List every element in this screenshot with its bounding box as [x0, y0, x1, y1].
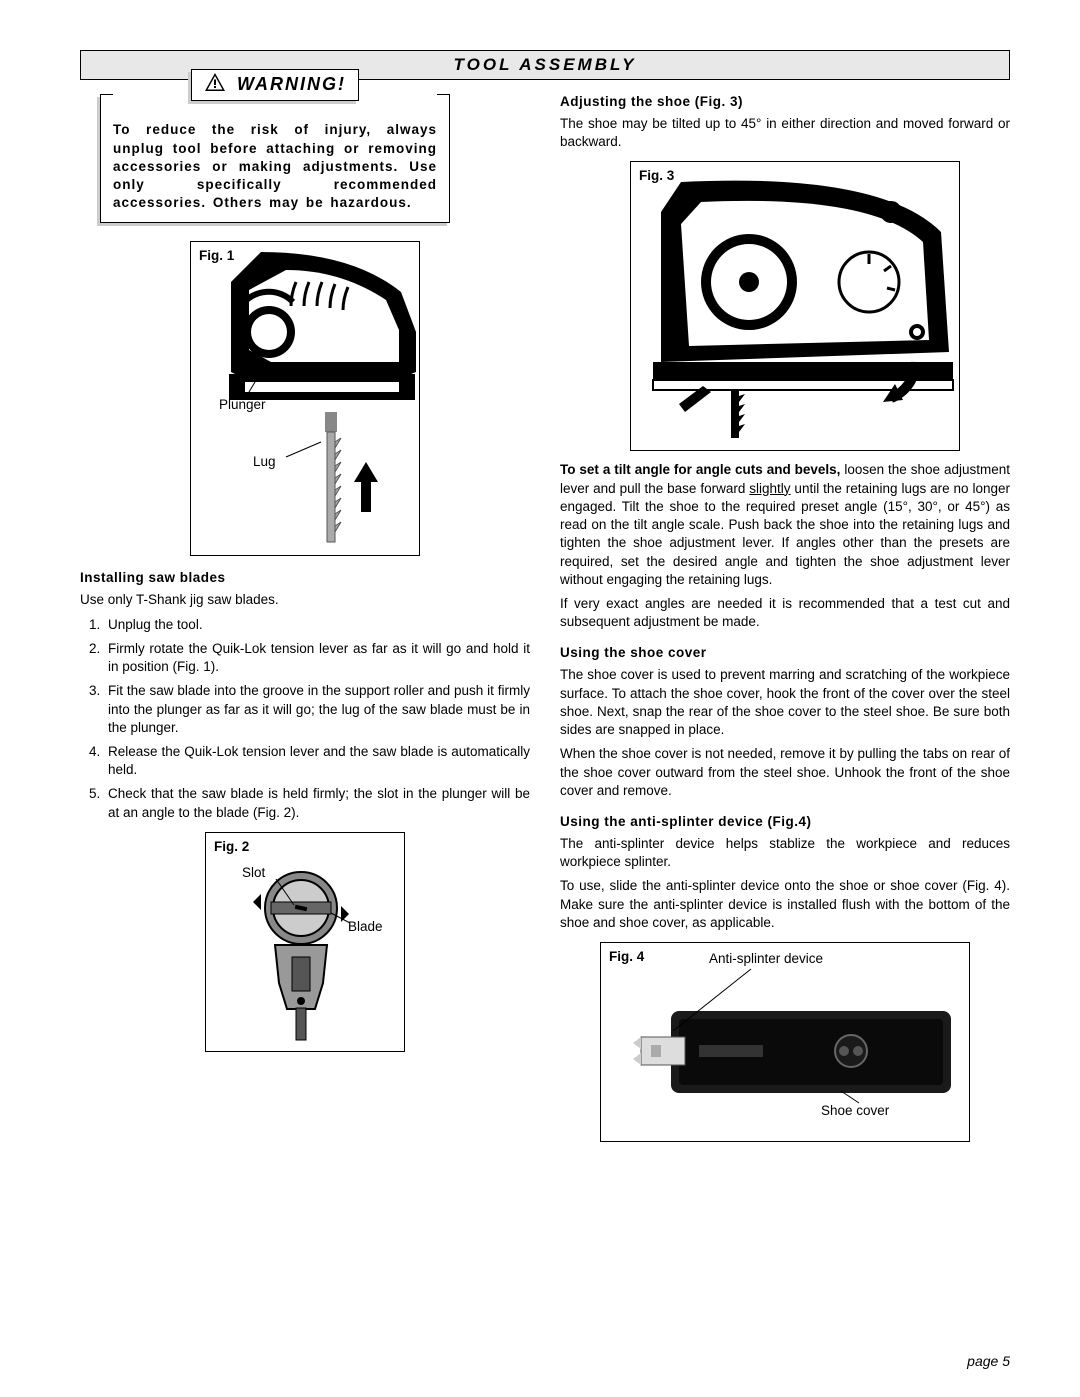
adjust-intro: The shoe may be tilted up to 45° in eith…: [560, 115, 1010, 151]
right-column: Adjusting the shoe (Fig. 3) The shoe may…: [560, 94, 1010, 1152]
step-2: Firmly rotate the Quik-Lok tension lever…: [104, 640, 530, 676]
adjust-heading: Adjusting the shoe (Fig. 3): [560, 94, 1010, 109]
cover-p2: When the shoe cover is not needed, remov…: [560, 745, 1010, 800]
warning-icon: [204, 72, 226, 98]
fig2-slot-label: Slot: [242, 865, 265, 880]
page-number: page 5: [967, 1353, 1010, 1369]
warning-box: WARNING! To reduce the risk of injury, a…: [100, 94, 450, 223]
tilt-note: If very exact angles are needed it is re…: [560, 595, 1010, 631]
tilt-lead: To set a tilt angle for angle cuts and b…: [560, 462, 840, 477]
fig1-lug-label: Lug: [253, 454, 276, 469]
step-3: Fit the saw blade into the groove in the…: [104, 682, 530, 737]
installing-intro: Use only T-Shank jig saw blades.: [80, 591, 530, 609]
fig2-blade-label: Blade: [348, 919, 383, 934]
tilt-paragraph: To set a tilt angle for angle cuts and b…: [560, 461, 1010, 589]
fig2-label: Fig. 2: [214, 839, 249, 854]
anti-heading: Using the anti-splinter device (Fig.4): [560, 814, 1010, 829]
cover-heading: Using the shoe cover: [560, 645, 1010, 660]
figure-2: Fig. 2: [205, 832, 405, 1052]
figure-1: Fig. 1: [190, 241, 420, 556]
anti-p1: The anti-splinter device helps stablize …: [560, 835, 1010, 871]
fig1-plunger-label: Plunger: [219, 397, 266, 412]
step-5: Check that the saw blade is held firmly;…: [104, 785, 530, 821]
step-1: Unplug the tool.: [104, 616, 530, 634]
figure-3: Fig. 3: [630, 161, 960, 451]
tilt-slightly: slightly: [749, 481, 790, 496]
tilt-rest2: until the retaining lugs are no longer e…: [560, 481, 1010, 587]
fig4-cover-label: Shoe cover: [821, 1103, 889, 1118]
fig3-label: Fig. 3: [639, 168, 674, 183]
warning-text: To reduce the risk of injury, always unp…: [113, 121, 437, 212]
step-4: Release the Quik-Lok tension lever and t…: [104, 743, 530, 779]
fig4-label: Fig. 4: [609, 949, 644, 964]
figure-4: Fig. 4: [600, 942, 970, 1142]
cover-p1: The shoe cover is used to prevent marrin…: [560, 666, 1010, 739]
installing-heading: Installing saw blades: [80, 570, 530, 585]
fig4-anti-label: Anti-splinter device: [709, 951, 823, 966]
fig1-label: Fig. 1: [199, 248, 234, 263]
install-steps: Unplug the tool. Firmly rotate the Quik-…: [80, 616, 530, 822]
anti-p2: To use, slide the anti-splinter device o…: [560, 877, 1010, 932]
left-column: WARNING! To reduce the risk of injury, a…: [80, 94, 530, 1152]
warning-title: WARNING!: [237, 74, 346, 94]
